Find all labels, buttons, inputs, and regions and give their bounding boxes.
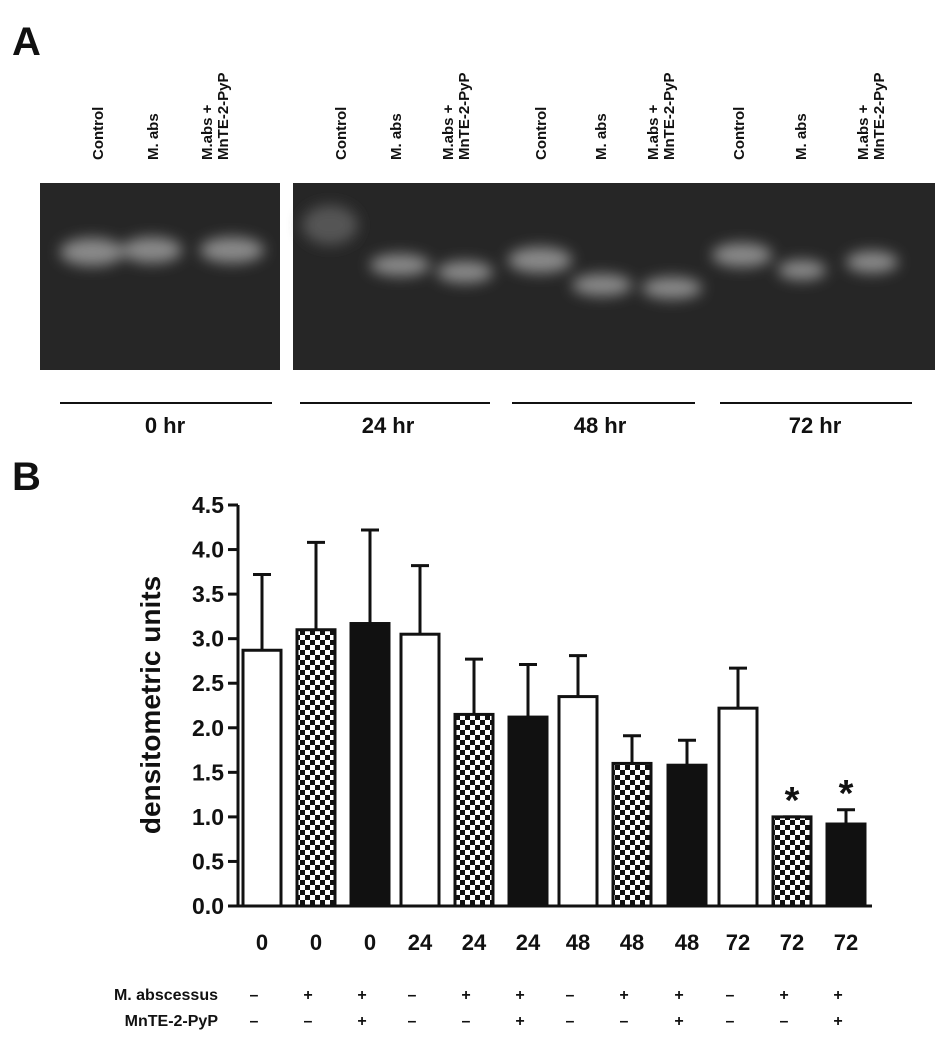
condition-sign: + <box>674 1013 683 1030</box>
x-tick-label: 24 <box>408 930 433 955</box>
y-tick-label: 3.0 <box>192 626 224 652</box>
time-label: 72 hr <box>789 413 842 438</box>
lane-label: M. abs <box>793 113 810 160</box>
lane-label: M.abs + <box>855 104 872 160</box>
annotation: * <box>839 773 854 815</box>
lane-label: M. abs <box>388 113 405 160</box>
y-axis-label: densitometric units <box>135 576 166 834</box>
condition-sign: + <box>515 1013 524 1030</box>
lane-label: M. abs <box>593 113 610 160</box>
x-tick-label: 48 <box>620 930 644 955</box>
gel <box>40 183 935 370</box>
bar <box>295 628 337 908</box>
lane-label: Control <box>533 107 550 160</box>
y-tick-label: 1.0 <box>192 804 224 830</box>
y-tick-label: 2.5 <box>192 670 224 696</box>
x-tick-label: 48 <box>675 930 699 955</box>
x-tick-label: 72 <box>780 930 804 955</box>
y-tick-label: 1.5 <box>192 759 224 785</box>
lane-label: MnTE-2-PyP <box>456 72 473 160</box>
x-tick-label: 48 <box>566 930 590 955</box>
condition-sign: – <box>462 1013 471 1030</box>
lane-label: MnTE-2-PyP <box>661 72 678 160</box>
bar <box>507 715 549 908</box>
condition-sign: + <box>515 987 524 1004</box>
condition-sign: + <box>461 987 470 1004</box>
condition-sign: + <box>303 987 312 1004</box>
y-tick-label: 2.0 <box>192 715 224 741</box>
y-tick-label: 4.0 <box>192 537 224 563</box>
lane-label: M.abs + <box>199 104 216 160</box>
bar <box>771 815 813 908</box>
lane-label: MnTE-2-PyP <box>871 72 888 160</box>
x-tick-label: 72 <box>834 930 858 955</box>
y-tick-label: 0.0 <box>192 893 224 919</box>
condition-sign: – <box>408 987 417 1004</box>
bar <box>349 622 391 908</box>
bar <box>453 712 495 908</box>
x-tick-label: 0 <box>310 930 322 955</box>
condition-sign: – <box>566 987 575 1004</box>
bar <box>717 706 759 908</box>
condition-label: M. abscessus <box>114 987 218 1004</box>
x-tick-label: 24 <box>516 930 541 955</box>
condition-sign: – <box>304 1013 313 1030</box>
y-tick-label: 0.5 <box>192 848 224 874</box>
condition-sign: + <box>357 987 366 1004</box>
y-tick-label: 4.5 <box>192 492 224 518</box>
annotation: * <box>785 780 800 822</box>
condition-label: MnTE-2-PyP <box>125 1013 219 1030</box>
condition-sign: + <box>674 987 683 1004</box>
condition-sign: + <box>833 1013 842 1030</box>
bar <box>557 695 599 908</box>
x-tick-label: 72 <box>726 930 750 955</box>
condition-sign: + <box>779 987 788 1004</box>
condition-sign: + <box>619 987 628 1004</box>
condition-sign: – <box>726 1013 735 1030</box>
bar <box>241 648 283 908</box>
condition-sign: – <box>408 1013 417 1030</box>
condition-sign: – <box>566 1013 575 1030</box>
bar <box>611 761 653 908</box>
x-tick-label: 0 <box>256 930 268 955</box>
x-tick-label: 24 <box>462 930 487 955</box>
y-tick-label: 3.5 <box>192 581 224 607</box>
panel-label: A <box>12 20 41 64</box>
condition-sign: – <box>250 987 259 1004</box>
time-label: 48 hr <box>574 413 627 438</box>
bar <box>399 632 441 908</box>
condition-sign: – <box>620 1013 629 1030</box>
condition-sign: + <box>357 1013 366 1030</box>
lane-label: Control <box>90 107 107 160</box>
time-label: 0 hr <box>145 413 186 438</box>
lane-label: MnTE-2-PyP <box>215 72 232 160</box>
lane-label: Control <box>333 107 350 160</box>
lane-label: M. abs <box>145 113 162 160</box>
lane-label: M.abs + <box>440 104 457 160</box>
condition-sign: – <box>250 1013 259 1030</box>
condition-sign: + <box>833 987 842 1004</box>
condition-sign: – <box>780 1013 789 1030</box>
bar <box>666 763 708 908</box>
time-label: 24 hr <box>362 413 415 438</box>
lane-label: Control <box>731 107 748 160</box>
x-tick-label: 0 <box>364 930 376 955</box>
lane-label: M.abs + <box>645 104 662 160</box>
panel-label: B <box>12 455 41 499</box>
bar <box>825 822 867 908</box>
condition-sign: – <box>726 987 735 1004</box>
